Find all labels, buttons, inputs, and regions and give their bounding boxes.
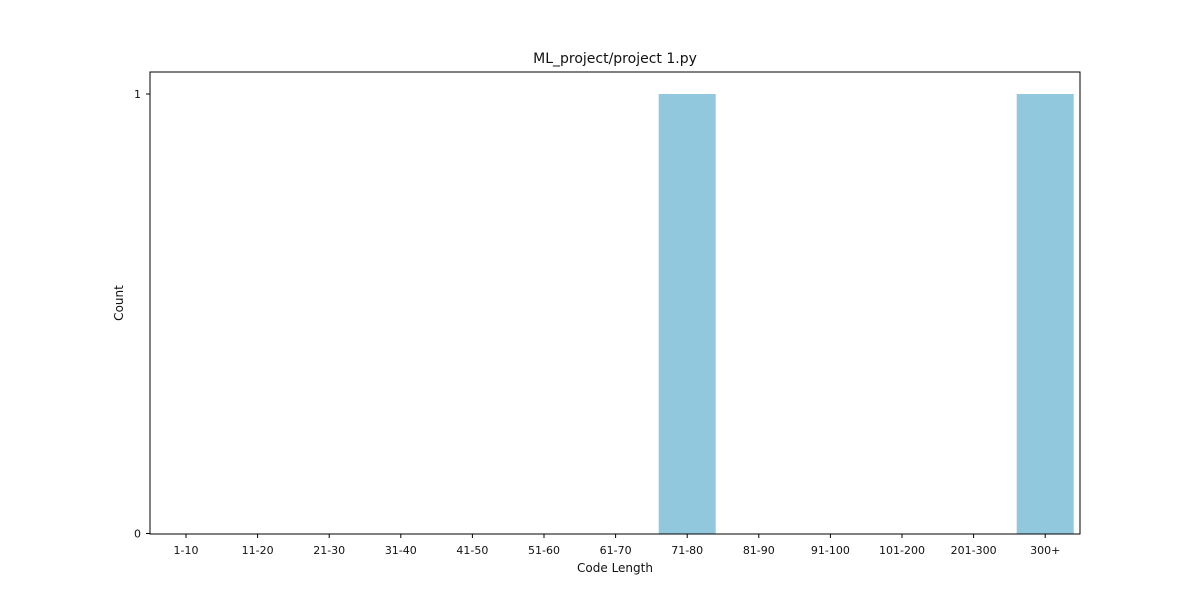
chart-title: ML_project/project 1.py	[533, 51, 697, 67]
x-tick-label: 61-70	[600, 544, 632, 557]
y-axis: 01	[134, 88, 150, 541]
x-tick-label: 21-30	[313, 544, 345, 557]
x-tick-label: 91-100	[811, 544, 850, 557]
y-tick-label: 1	[134, 88, 141, 101]
x-tick-label: 11-20	[242, 544, 274, 557]
x-axis: 1-10 11-20 21-30 31-40 41-50 51-60 61-70 71-80 8…	[174, 534, 1060, 557]
bar-71-80	[658, 94, 716, 534]
bars-group	[658, 94, 1074, 534]
x-tick-label: 201-300	[951, 544, 997, 557]
x-tick-label: 31-40	[385, 544, 417, 557]
x-tick-label: 300+	[1030, 544, 1060, 557]
x-tick-label: 1-10	[174, 544, 199, 557]
x-tick-label: 41-50	[456, 544, 488, 557]
bar-300+	[1016, 94, 1074, 534]
x-tick-label: 51-60	[528, 544, 560, 557]
plot-area	[149, 71, 1081, 535]
x-tick-label: 101-200	[879, 544, 925, 557]
y-axis-label: Count	[112, 285, 126, 321]
x-axis-label: Code Length	[577, 561, 653, 575]
x-tick-label: 71-80	[671, 544, 703, 557]
x-tick-label: 81-90	[743, 544, 775, 557]
y-tick-label: 0	[134, 528, 141, 541]
